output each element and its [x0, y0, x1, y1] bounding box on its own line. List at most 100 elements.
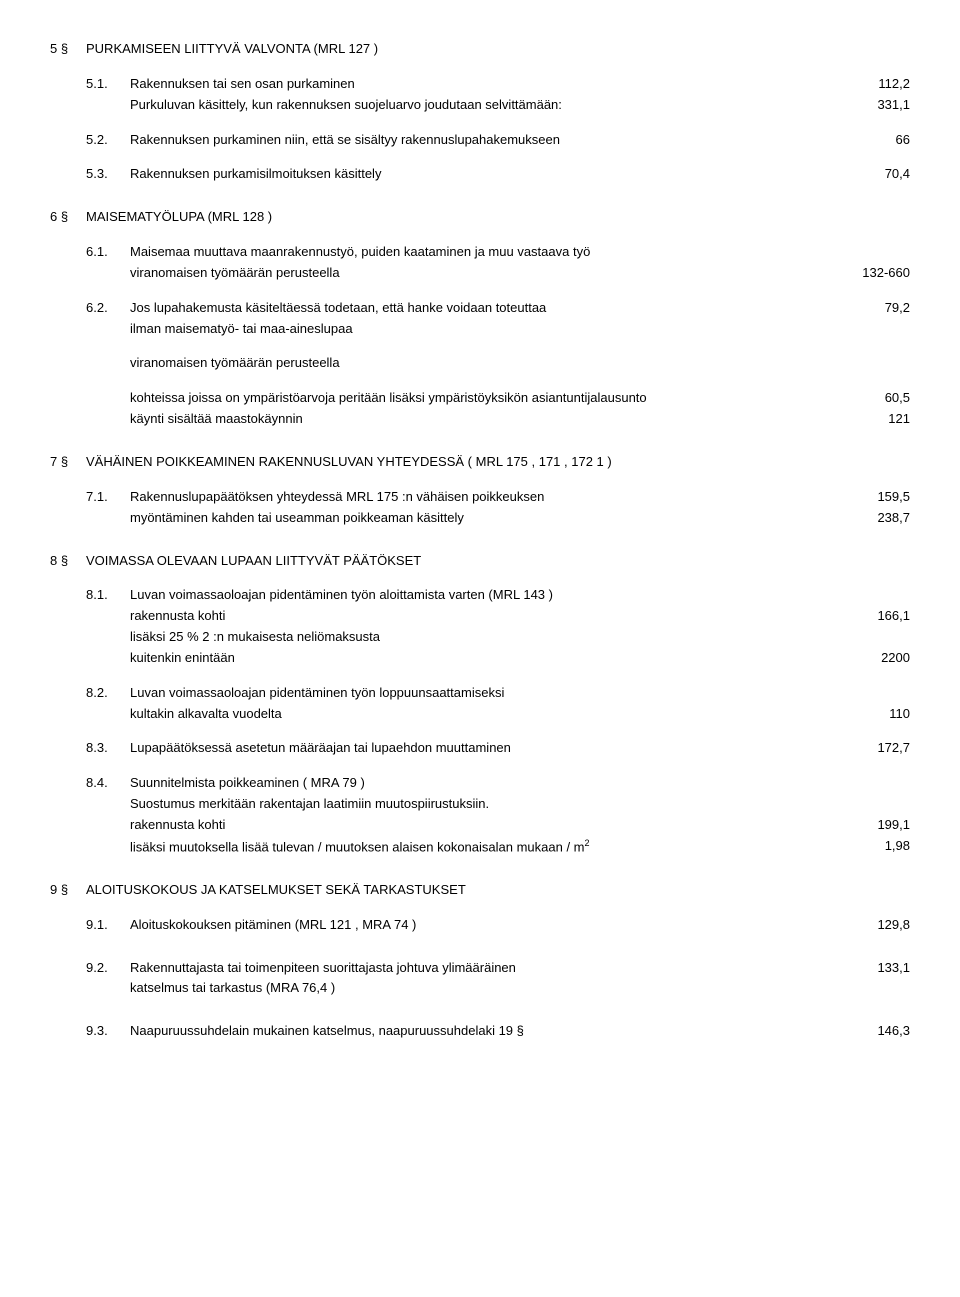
item-value: 129,8: [840, 916, 910, 935]
section-number: 6 §: [50, 208, 86, 227]
item-value: 70,4: [840, 165, 910, 184]
item-value: 60,5: [840, 389, 910, 408]
section-number: 8 §: [50, 552, 86, 571]
item-value: 110: [840, 705, 910, 724]
item-value: 159,5: [840, 488, 910, 507]
item-text: käynti sisältää maastokäynnin: [130, 410, 840, 429]
item-6-extra1: viranomaisen työmäärän perusteella: [50, 354, 910, 373]
item-text: Maisemaa muuttava maanrakennustyö, puide…: [130, 243, 840, 262]
section-7-header: 7 § VÄHÄINEN POIKKEAMINEN RAKENNUSLUVAN …: [50, 453, 910, 472]
item-8-1-line4: kuitenkin enintään 2200: [50, 649, 910, 668]
item-9-2-line2: katselmus tai tarkastus (MRA 76,4 ): [50, 979, 910, 998]
section-title: VÄHÄINEN POIKKEAMINEN RAKENNUSLUVAN YHTE…: [86, 453, 840, 472]
item-text: Suunnitelmista poikkeaminen ( MRA 79 ): [130, 774, 840, 793]
item-value: 121: [840, 410, 910, 429]
item-5-3: 5.3. Rakennuksen purkamisilmoituksen käs…: [50, 165, 910, 184]
item-number: 9.1.: [86, 916, 130, 935]
item-text: lisäksi 25 % 2 :n mukaisesta neliömaksus…: [130, 628, 840, 647]
item-8-2-line1: 8.2. Luvan voimassaoloajan pidentäminen …: [50, 684, 910, 703]
item-8-4-line1: 8.4. Suunnitelmista poikkeaminen ( MRA 7…: [50, 774, 910, 793]
item-text: Rakennuksen purkamisilmoituksen käsittel…: [130, 165, 840, 184]
item-number: 8.2.: [86, 684, 130, 703]
item-5-1-line2: Purkuluvan käsittely, kun rakennuksen su…: [50, 96, 910, 115]
item-value: 199,1: [840, 816, 910, 835]
item-text: Luvan voimassaoloajan pidentäminen työn …: [130, 586, 840, 605]
item-text: lisäksi muutoksella lisää tulevan / muut…: [130, 837, 840, 857]
section-9-header: 9 § ALOITUSKOKOUS JA KATSELMUKSET SEKÄ T…: [50, 881, 910, 900]
item-5-1-line1: 5.1. Rakennuksen tai sen osan purkaminen…: [50, 75, 910, 94]
superscript-2: 2: [585, 838, 590, 848]
item-value: 79,2: [840, 299, 910, 318]
item-text: Rakennuksen tai sen osan purkaminen: [130, 75, 840, 94]
section-title: VOIMASSA OLEVAAN LUPAAN LIITTYVÄT PÄÄTÖK…: [86, 552, 840, 571]
item-6-extra2: kohteissa joissa on ympäristöarvoja peri…: [50, 389, 910, 408]
item-8-4-line2: Suostumus merkitään rakentajan laatimiin…: [50, 795, 910, 814]
section-title: MAISEMATYÖLUPA (MRL 128 ): [86, 208, 840, 227]
item-value: 331,1: [840, 96, 910, 115]
item-value: 238,7: [840, 509, 910, 528]
item-text: Luvan voimassaoloajan pidentäminen työn …: [130, 684, 840, 703]
item-text: myöntäminen kahden tai useamman poikkeam…: [130, 509, 840, 528]
item-number: 8.4.: [86, 774, 130, 793]
item-text: Purkuluvan käsittely, kun rakennuksen su…: [130, 96, 840, 115]
item-value: 172,7: [840, 739, 910, 758]
item-number: 9.2.: [86, 959, 130, 978]
item-text: kultakin alkavalta vuodelta: [130, 705, 840, 724]
item-number: 6.2.: [86, 299, 130, 318]
item-text: kohteissa joissa on ympäristöarvoja peri…: [130, 389, 840, 408]
item-number: 9.3.: [86, 1022, 130, 1041]
item-6-1-line2: viranomaisen työmäärän perusteella 132-6…: [50, 264, 910, 283]
item-8-4-line3: rakennusta kohti 199,1: [50, 816, 910, 835]
item-number: 8.3.: [86, 739, 130, 758]
item-9-2-line1: 9.2. Rakennuttajasta tai toimenpiteen su…: [50, 959, 910, 978]
item-value: 112,2: [840, 75, 910, 94]
item-value: 1,98: [840, 837, 910, 856]
item-value: 133,1: [840, 959, 910, 978]
item-7-1-line1: 7.1. Rakennuslupapäätöksen yhteydessä MR…: [50, 488, 910, 507]
item-text: Naapuruussuhdelain mukainen katselmus, n…: [130, 1022, 840, 1041]
section-6-header: 6 § MAISEMATYÖLUPA (MRL 128 ): [50, 208, 910, 227]
item-7-1-line2: myöntäminen kahden tai useamman poikkeam…: [50, 509, 910, 528]
item-value: 146,3: [840, 1022, 910, 1041]
item-text: rakennusta kohti: [130, 816, 840, 835]
item-8-1-line3: lisäksi 25 % 2 :n mukaisesta neliömaksus…: [50, 628, 910, 647]
section-number: 7 §: [50, 453, 86, 472]
item-value: 2200: [840, 649, 910, 668]
item-text: Rakennuksen purkaminen niin, että se sis…: [130, 131, 840, 150]
item-8-1-line2: rakennusta kohti 166,1: [50, 607, 910, 626]
item-6-1-line1: 6.1. Maisemaa muuttava maanrakennustyö, …: [50, 243, 910, 262]
section-5-header: 5 § PURKAMISEEN LIITTYVÄ VALVONTA (MRL 1…: [50, 40, 910, 59]
section-title: PURKAMISEEN LIITTYVÄ VALVONTA (MRL 127 ): [86, 40, 840, 59]
item-text: katselmus tai tarkastus (MRA 76,4 ): [130, 979, 840, 998]
item-number: 8.1.: [86, 586, 130, 605]
item-number: 5.1.: [86, 75, 130, 94]
item-text: Aloituskokouksen pitäminen (MRL 121 , MR…: [130, 916, 840, 935]
item-text: kuitenkin enintään: [130, 649, 840, 668]
item-text-pre: lisäksi muutoksella lisää tulevan / muut…: [130, 839, 585, 854]
item-value: 166,1: [840, 607, 910, 626]
item-text: Suostumus merkitään rakentajan laatimiin…: [130, 795, 840, 814]
item-6-2-line2: ilman maisematyö- tai maa-aineslupaa: [50, 320, 910, 339]
item-8-3: 8.3. Lupapäätöksessä asetetun määräajan …: [50, 739, 910, 758]
item-text: Jos lupahakemusta käsiteltäessä todetaan…: [130, 299, 840, 318]
item-number: 6.1.: [86, 243, 130, 262]
item-8-2-line2: kultakin alkavalta vuodelta 110: [50, 705, 910, 724]
section-number: 9 §: [50, 881, 86, 900]
item-number: 5.2.: [86, 131, 130, 150]
item-value: 132-660: [840, 264, 910, 283]
item-text: viranomaisen työmäärän perusteella: [130, 264, 840, 283]
section-title: ALOITUSKOKOUS JA KATSELMUKSET SEKÄ TARKA…: [86, 881, 840, 900]
item-text: ilman maisematyö- tai maa-aineslupaa: [130, 320, 840, 339]
item-6-extra3: käynti sisältää maastokäynnin 121: [50, 410, 910, 429]
item-text: viranomaisen työmäärän perusteella: [130, 354, 840, 373]
item-text: Rakennuslupapäätöksen yhteydessä MRL 175…: [130, 488, 840, 507]
section-8-header: 8 § VOIMASSA OLEVAAN LUPAAN LIITTYVÄT PÄ…: [50, 552, 910, 571]
item-value: 66: [840, 131, 910, 150]
item-8-1-line1: 8.1. Luvan voimassaoloajan pidentäminen …: [50, 586, 910, 605]
item-number: 5.3.: [86, 165, 130, 184]
item-8-4-line4: lisäksi muutoksella lisää tulevan / muut…: [50, 837, 910, 857]
item-9-3: 9.3. Naapuruussuhdelain mukainen katselm…: [50, 1022, 910, 1041]
item-text: Lupapäätöksessä asetetun määräajan tai l…: [130, 739, 840, 758]
item-number: 7.1.: [86, 488, 130, 507]
item-text: rakennusta kohti: [130, 607, 840, 626]
